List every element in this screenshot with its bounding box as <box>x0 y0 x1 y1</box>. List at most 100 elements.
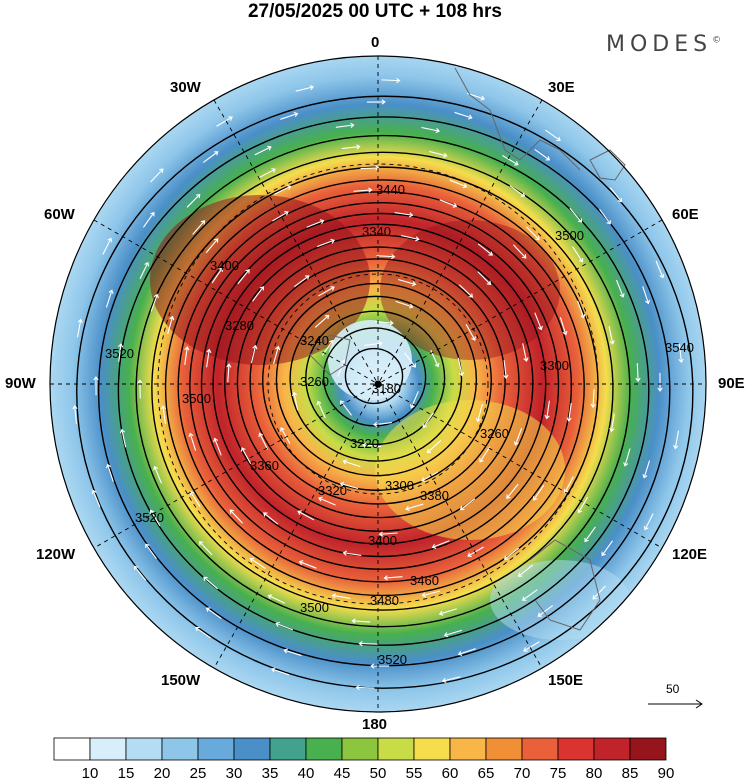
colorbar-tick-label: 45 <box>334 765 351 782</box>
contour-label: 3280 <box>225 318 254 333</box>
wind-arrow <box>559 317 568 336</box>
wind-arrow <box>601 540 614 557</box>
wind-arrow <box>678 344 684 364</box>
wind-arrow <box>405 503 424 511</box>
wind-arrow <box>566 403 572 422</box>
wind-arrow <box>577 496 589 514</box>
colorbar-tick-label: 85 <box>622 765 639 782</box>
wind-arrow <box>229 509 243 524</box>
wind-arrow <box>283 648 302 657</box>
lon-label-150e: 150E <box>548 672 584 689</box>
wind-arrow <box>479 446 491 463</box>
wind-arrow <box>506 483 519 499</box>
wind-arrow <box>93 376 99 396</box>
lon-label-120w: 120W <box>36 546 76 563</box>
wind-arrow <box>642 460 651 479</box>
wind-arrow <box>205 238 219 254</box>
wind-arrow <box>341 144 361 150</box>
colorbar-box <box>557 737 595 761</box>
wind-arrow <box>522 343 529 362</box>
wind-arrow <box>364 340 383 347</box>
wind-arrow <box>149 509 161 527</box>
contour-label: 3540 <box>665 340 694 355</box>
wind-arrow <box>513 244 527 259</box>
contour-label: 3440 <box>376 182 405 197</box>
wind-arrow <box>254 145 272 156</box>
wind-arrow <box>117 343 124 362</box>
contour-label: 3240 <box>300 333 329 348</box>
colorbar: 10 15 20 25 30 35 40 45 50 55 60 65 70 75 80 85 90 <box>53 737 674 782</box>
wind-arrow <box>153 465 162 484</box>
wind-arrow <box>353 187 373 193</box>
wind-arrow <box>401 234 420 242</box>
vector-reference-arrow <box>648 699 703 709</box>
wind-arrow <box>421 471 438 482</box>
wind-arrow <box>426 440 442 454</box>
wind-arrow <box>216 116 233 127</box>
wind-arrow <box>198 541 213 556</box>
wind-arrow <box>608 326 615 345</box>
wind-arrow <box>533 484 545 501</box>
wind-arrow <box>526 226 540 241</box>
lon-label-90w: 90W <box>5 375 36 392</box>
wind-arrow <box>205 607 222 620</box>
wind-arrow <box>318 496 336 506</box>
wind-arrow <box>249 557 266 570</box>
wind-arrow <box>189 490 201 508</box>
wind-arrow <box>134 565 147 581</box>
wind-arrow <box>297 510 315 521</box>
lon-label-180: 180 <box>362 716 388 733</box>
wind-arrow <box>569 207 583 223</box>
wind-arrow <box>475 403 483 423</box>
height-contour <box>135 151 631 628</box>
wind-arrow <box>429 150 448 158</box>
colorbar-box <box>53 737 91 761</box>
wind-arrow <box>673 430 680 450</box>
contour-label: 3320 <box>318 483 347 498</box>
wind-arrow <box>376 253 396 260</box>
wind-arrow <box>517 564 534 577</box>
brand-text: MODES <box>606 32 713 57</box>
wind-arrow <box>370 663 390 669</box>
wind-arrow <box>339 481 359 489</box>
contour-label: 3520 <box>135 510 164 525</box>
colorbar-box <box>269 737 307 761</box>
colorbar-tick-label: 10 <box>82 765 99 782</box>
wind-arrow <box>258 432 269 450</box>
wind-arrow <box>76 318 83 338</box>
contour-label: 3180 <box>372 381 401 396</box>
wind-arrow <box>439 199 458 208</box>
contour-label: 3500 <box>555 228 584 243</box>
wind-arrow <box>272 210 289 222</box>
wind-arrow <box>318 286 335 297</box>
wind-arrow <box>342 550 362 556</box>
wind-arrow <box>186 193 201 208</box>
wind-arrow <box>477 271 492 286</box>
wind-arrow <box>306 219 325 228</box>
wind-arrow <box>457 648 476 657</box>
wind-arrow <box>142 211 155 228</box>
colorbar-tick-label: 25 <box>190 765 207 782</box>
wind-arrow <box>213 437 222 456</box>
wind-arrow <box>263 512 279 525</box>
wind-arrow <box>206 348 212 368</box>
wind-arrow <box>383 575 403 581</box>
wind-arrow <box>331 593 351 599</box>
colorbar-box <box>197 737 235 761</box>
wind-arrow <box>252 286 264 302</box>
colorbar-box <box>305 737 343 761</box>
coastlines <box>309 67 626 631</box>
wind-arrow <box>443 629 463 638</box>
wind-arrow <box>477 243 493 256</box>
wind-arrow <box>355 684 375 691</box>
colorbar-tick-label: 70 <box>514 765 531 782</box>
wind-arrow <box>381 77 401 84</box>
lon-label-30w: 30W <box>170 79 201 96</box>
contour-label: 3520 <box>105 346 134 361</box>
colorbar-tick-label: 30 <box>226 765 243 782</box>
low-center-marker <box>374 380 382 388</box>
brand-logo: MODES© <box>606 32 721 57</box>
colorbar-tick-label: 40 <box>298 765 315 782</box>
contour-label: 3300 <box>540 358 569 373</box>
colorbar-tick-label: 75 <box>550 765 567 782</box>
